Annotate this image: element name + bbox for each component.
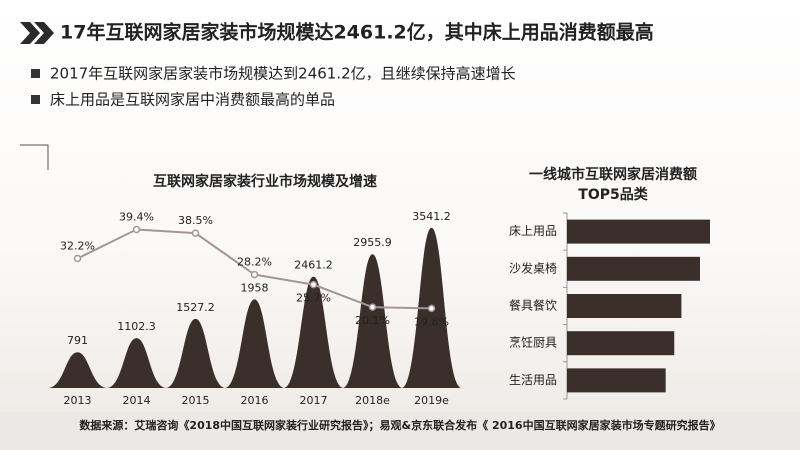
data-label: 1527.2 — [176, 301, 215, 314]
bullet-marker — [31, 95, 40, 104]
line-point — [368, 303, 377, 311]
data-label: 1958 — [241, 281, 269, 294]
x-tick-label: 2019e — [414, 394, 449, 407]
line-point — [73, 254, 82, 263]
bar — [567, 256, 700, 281]
data-label: 25.7% — [296, 292, 331, 305]
footer-band — [0, 412, 800, 450]
chart-title: 一线城市互联网家居消费额 — [529, 166, 697, 183]
x-tick-label: 2015 — [182, 394, 210, 407]
y-tick-label: 烹饪厨具 — [509, 335, 557, 350]
bar — [567, 219, 710, 244]
bullet: 2017年互联网家居家装市场规模达到2461.2亿，且继续保持高速增长 — [50, 65, 516, 83]
y-tick-label: 餐具餐饮 — [509, 298, 557, 313]
data-label: 38.5% — [178, 214, 213, 227]
bar — [567, 331, 675, 356]
line-point — [427, 304, 436, 313]
data-label: 791 — [67, 334, 88, 347]
bar — [567, 368, 666, 393]
data-label: 3541.2 — [412, 210, 451, 223]
line-point — [250, 270, 259, 279]
slide-title: 17年互联网家居家装市场规模达2461.2亿，其中床上用品消费额最高 — [60, 21, 654, 44]
data-label: 28.2% — [237, 256, 272, 269]
data-label: 32.2% — [60, 239, 95, 252]
x-tick-label: 2016 — [241, 394, 269, 407]
bar — [47, 352, 108, 388]
data-label: 20.1% — [355, 314, 390, 327]
bullet: 床上用品是互联网家居中消费额最高的单品 — [50, 91, 335, 109]
data-label: 19.8% — [414, 315, 449, 328]
x-tick-label: 2014 — [123, 394, 151, 407]
bar — [106, 338, 167, 388]
y-tick-label: 床上用品 — [509, 224, 557, 238]
data-label: 39.4% — [119, 211, 154, 224]
line-point — [132, 225, 141, 234]
bullet-marker — [31, 69, 40, 78]
bar — [165, 318, 226, 388]
x-tick-label: 2017 — [300, 394, 328, 407]
y-tick-label: 生活用品 — [509, 373, 557, 387]
data-label: 1102.3 — [117, 320, 156, 333]
x-tick-label: 2018e — [355, 394, 390, 407]
line-point — [191, 229, 200, 237]
line-point — [309, 280, 318, 289]
source-note: 数据来源：艾瑞咨询《2018中国互联网家装行业研究报告》；易观&京东联合发布《 … — [79, 418, 720, 432]
data-label: 2461.2 — [294, 259, 333, 272]
x-tick-label: 2013 — [64, 394, 92, 407]
data-label: 2955.9 — [353, 236, 392, 249]
chart-title: 互联网家居家装行业市场规模及增速 — [153, 173, 377, 190]
bar — [342, 254, 403, 388]
chevron-icon — [20, 22, 54, 44]
bar — [567, 294, 682, 318]
y-tick-label: 沙发桌椅 — [509, 260, 557, 275]
chart-title: TOP5品类 — [578, 186, 648, 203]
bar — [283, 276, 344, 388]
bar — [224, 299, 285, 388]
decor-bracket — [20, 144, 49, 170]
